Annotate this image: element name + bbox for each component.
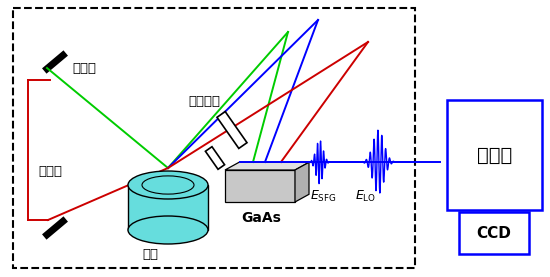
Text: 赤外光: 赤外光 [38,165,62,178]
Polygon shape [225,170,295,202]
Polygon shape [225,162,309,170]
Polygon shape [447,100,542,210]
Text: CCD: CCD [476,225,512,240]
Ellipse shape [128,171,208,199]
Text: 試料: 試料 [142,248,158,261]
Polygon shape [217,112,247,148]
Ellipse shape [128,216,208,244]
Polygon shape [128,185,208,230]
Text: シリカ板: シリカ板 [188,95,220,108]
Text: $E_{\mathsf{SFG}}$: $E_{\mathsf{SFG}}$ [310,189,337,204]
Polygon shape [205,147,224,169]
Text: 可視光: 可視光 [72,61,96,75]
Polygon shape [295,162,309,202]
Text: $E_{\mathsf{LO}}$: $E_{\mathsf{LO}}$ [355,189,376,204]
Text: GaAs: GaAs [241,211,281,225]
Text: 分光器: 分光器 [477,145,512,165]
Polygon shape [459,212,529,254]
